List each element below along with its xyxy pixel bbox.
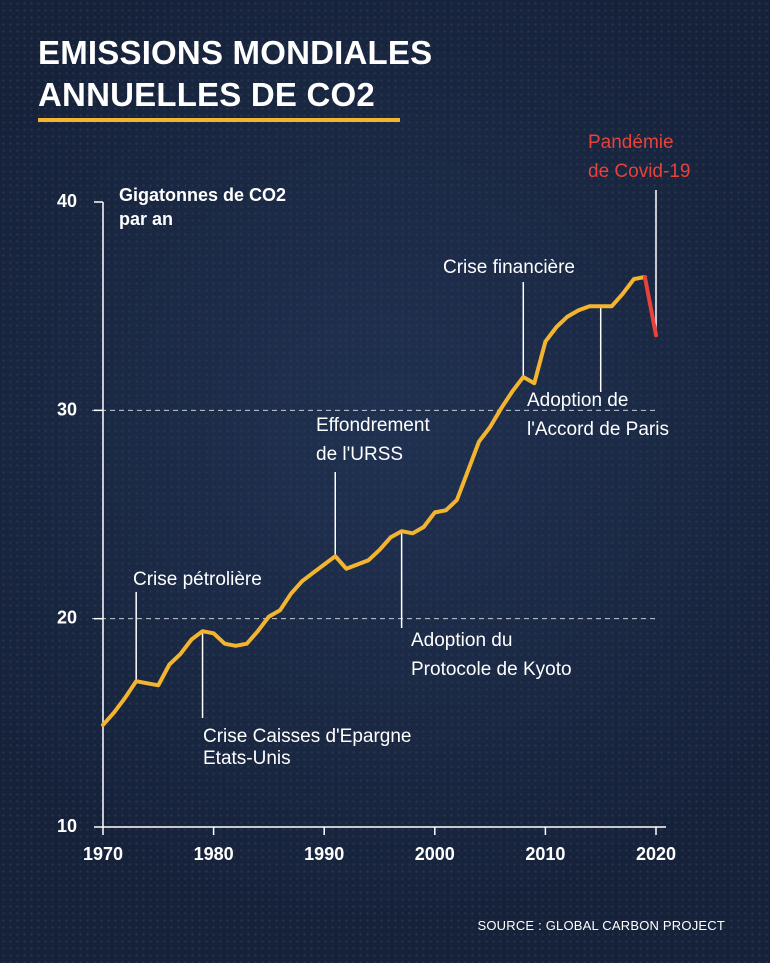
x-tick-label-1990: 1990 bbox=[304, 844, 344, 864]
title-underline bbox=[38, 118, 400, 122]
gridlines bbox=[92, 409, 656, 620]
x-tick-label-1970: 1970 bbox=[83, 844, 123, 864]
covid-drop-line bbox=[642, 275, 658, 338]
x-tick-label-2010: 2010 bbox=[525, 844, 565, 864]
annotation-label-1979-line2: Etats-Unis bbox=[203, 748, 291, 769]
chart-title: EMISSIONS MONDIALES ANNUELLES DE CO2 bbox=[38, 32, 432, 116]
chart-title-line2: ANNUELLES DE CO2 bbox=[38, 76, 375, 113]
y-axis-label-line2: par an bbox=[119, 209, 173, 229]
series bbox=[101, 275, 658, 727]
annotation-label-1991-line2: de l'URSS bbox=[316, 444, 403, 465]
y-tick-label-40: 40 bbox=[57, 191, 77, 211]
annotation-label-1979: Crise Caisses d'Epargne bbox=[203, 726, 412, 747]
x-tick-label-2020: 2020 bbox=[636, 844, 676, 864]
y-tick-label-10: 10 bbox=[57, 816, 77, 836]
annotation-label-2020-line2: de Covid-19 bbox=[588, 161, 690, 182]
annotation-label-1997-line2: Protocole de Kyoto bbox=[411, 659, 572, 680]
x-tick-label-1980: 1980 bbox=[194, 844, 234, 864]
y-axis-label-line1: Gigatonnes de CO2 bbox=[119, 185, 286, 205]
annotation-label-1991: Effondrement bbox=[316, 415, 430, 436]
annotation-label-1997: Adoption du bbox=[411, 630, 512, 651]
chart-title-line1: EMISSIONS MONDIALES bbox=[38, 34, 433, 71]
source-note: SOURCE : GLOBAL CARBON PROJECT bbox=[477, 918, 725, 933]
annotation-label-2008: Crise financière bbox=[443, 257, 575, 278]
annotation-label-2015: Adoption de bbox=[527, 390, 628, 411]
y-tick-label-30: 30 bbox=[57, 399, 77, 419]
tick-labels: 10 20 30 40 1970 1980 1990 2000 2010 2020 bbox=[57, 191, 676, 864]
y-tick-label-20: 20 bbox=[57, 608, 77, 628]
x-tick-label-2000: 2000 bbox=[415, 844, 455, 864]
annotation-label-1973: Crise pétrolière bbox=[133, 569, 262, 590]
annotation-label-2015-line2: l'Accord de Paris bbox=[527, 419, 669, 440]
annotation-label-2020: Pandémie bbox=[588, 132, 674, 153]
emissions-line bbox=[101, 275, 647, 727]
